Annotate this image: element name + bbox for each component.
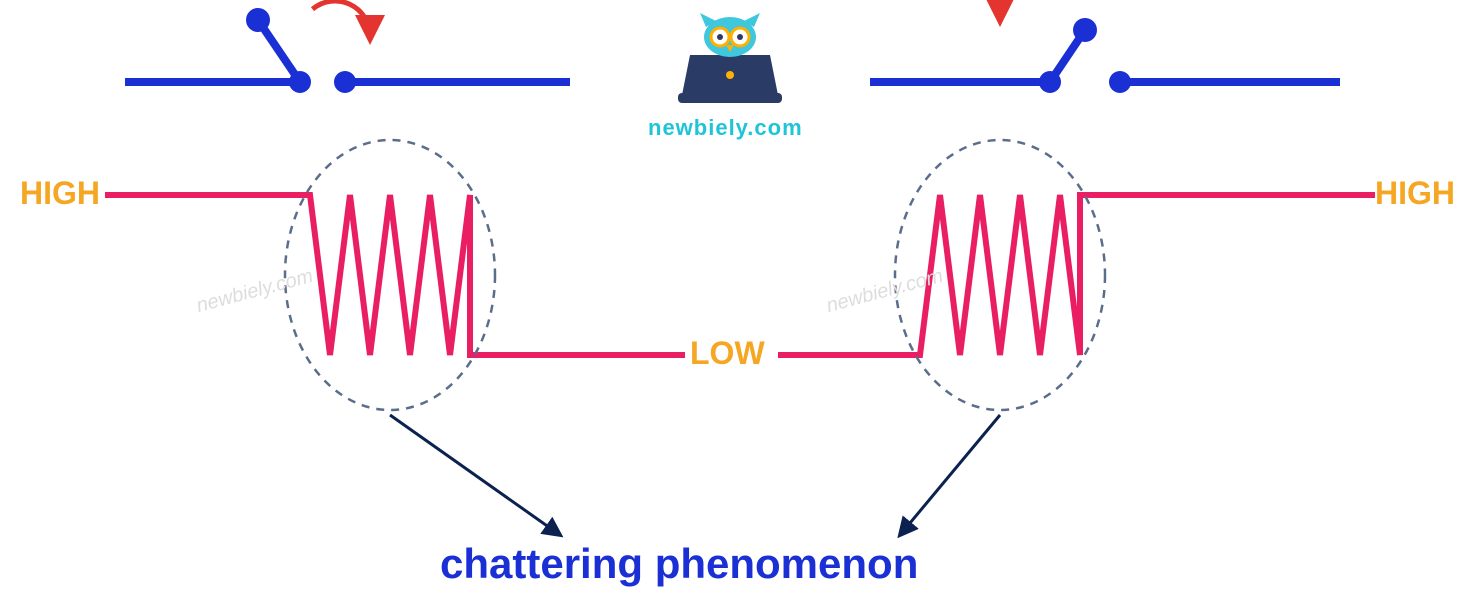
- low-label-center: LOW: [690, 335, 765, 372]
- high-label-right: HIGH: [1375, 175, 1455, 212]
- switch-right-terminal-right: [1109, 71, 1131, 93]
- caption-chattering: chattering phenomenon: [440, 540, 918, 588]
- switch-right-motion-arrow: [1000, 0, 1053, 18]
- logo-icon: [678, 13, 782, 103]
- switch-right-terminal-left: [1039, 71, 1061, 93]
- switch-left-terminal-left: [289, 71, 311, 93]
- switch-right-lever-knob: [1073, 18, 1097, 42]
- signal-left: [105, 195, 685, 355]
- signal-right: [778, 195, 1375, 355]
- switch-left-lever-knob: [246, 8, 270, 32]
- bounce-highlight-ellipse: [285, 140, 495, 410]
- callout-arrow: [900, 415, 1000, 535]
- high-label-left: HIGH: [20, 175, 100, 212]
- switch-left-terminal-right: [334, 71, 356, 93]
- callout-arrow: [390, 415, 560, 535]
- brand-text: newbiely.com: [648, 115, 803, 141]
- switch-left-motion-arrow: [313, 1, 370, 36]
